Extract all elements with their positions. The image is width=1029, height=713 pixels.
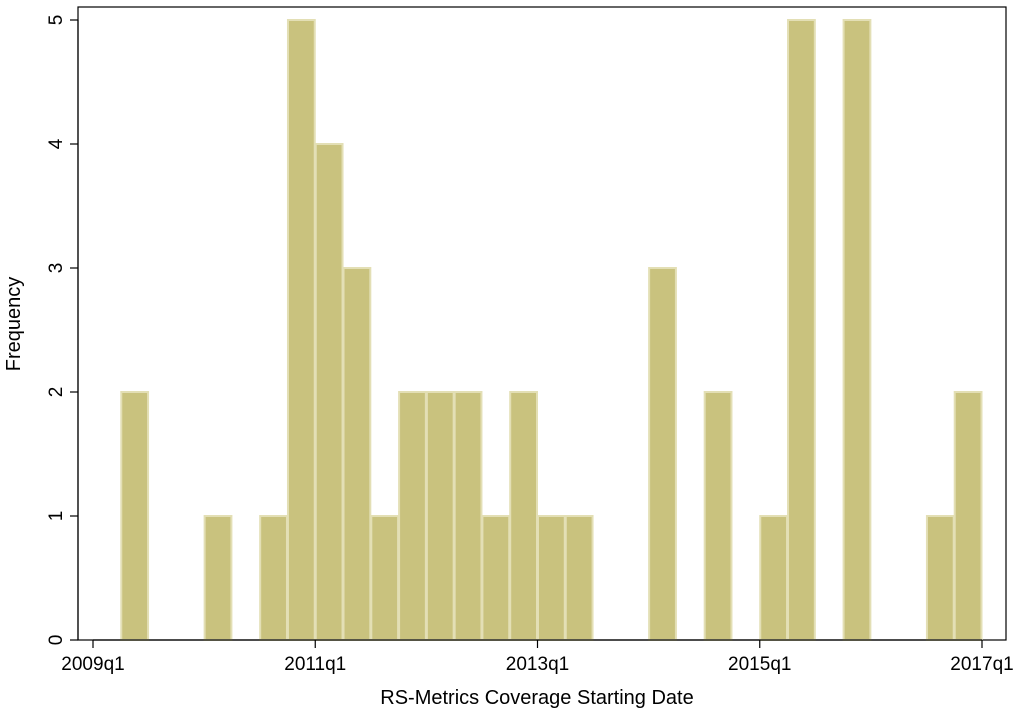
- axes-group: 2009q1 2011q1 2013q1 2015q1 2017q1 0 1 2 3 4 5: [46, 15, 1014, 675]
- y-axis-title: Frequency: [3, 277, 25, 372]
- histogram-bar: [787, 19, 816, 641]
- histogram-bar: [342, 267, 372, 641]
- histogram-bar: [509, 391, 539, 641]
- histogram-bar: [286, 19, 316, 641]
- histogram-bar: [564, 515, 594, 641]
- histogram-bar: [648, 267, 677, 641]
- x-tick-label: 2011q1: [284, 654, 346, 675]
- histogram-bar: [398, 391, 427, 641]
- histogram-bar: [120, 391, 150, 641]
- histogram-bar: [953, 391, 983, 641]
- y-tick-label: 2: [46, 387, 67, 398]
- histogram-bar: [259, 515, 288, 641]
- histogram-bar: [453, 391, 483, 641]
- y-tick-label: 0: [46, 635, 67, 646]
- histogram-bar: [925, 515, 955, 641]
- bars-group: [120, 19, 983, 641]
- x-tick-label: 2013q1: [506, 654, 569, 675]
- x-tick-label: 2009q1: [61, 654, 124, 675]
- y-tick-label: 3: [46, 263, 67, 274]
- x-tick-label: 2015q1: [728, 654, 791, 675]
- histogram-bar: [203, 515, 233, 641]
- x-tick-label: 2017q1: [950, 654, 1013, 675]
- histogram-bar: [481, 515, 511, 641]
- y-tick-label: 5: [46, 15, 67, 26]
- histogram-bar: [537, 515, 566, 641]
- y-tick-label: 1: [46, 511, 67, 522]
- histogram-bar: [425, 391, 455, 641]
- histogram-bar: [370, 515, 400, 641]
- y-tick-label: 4: [46, 138, 67, 149]
- x-axis-title: RS-Metrics Coverage Starting Date: [380, 687, 693, 708]
- histogram-bar: [703, 391, 733, 641]
- histogram-bar: [842, 19, 872, 641]
- histogram-bar: [759, 515, 789, 641]
- histogram-bar: [314, 143, 344, 641]
